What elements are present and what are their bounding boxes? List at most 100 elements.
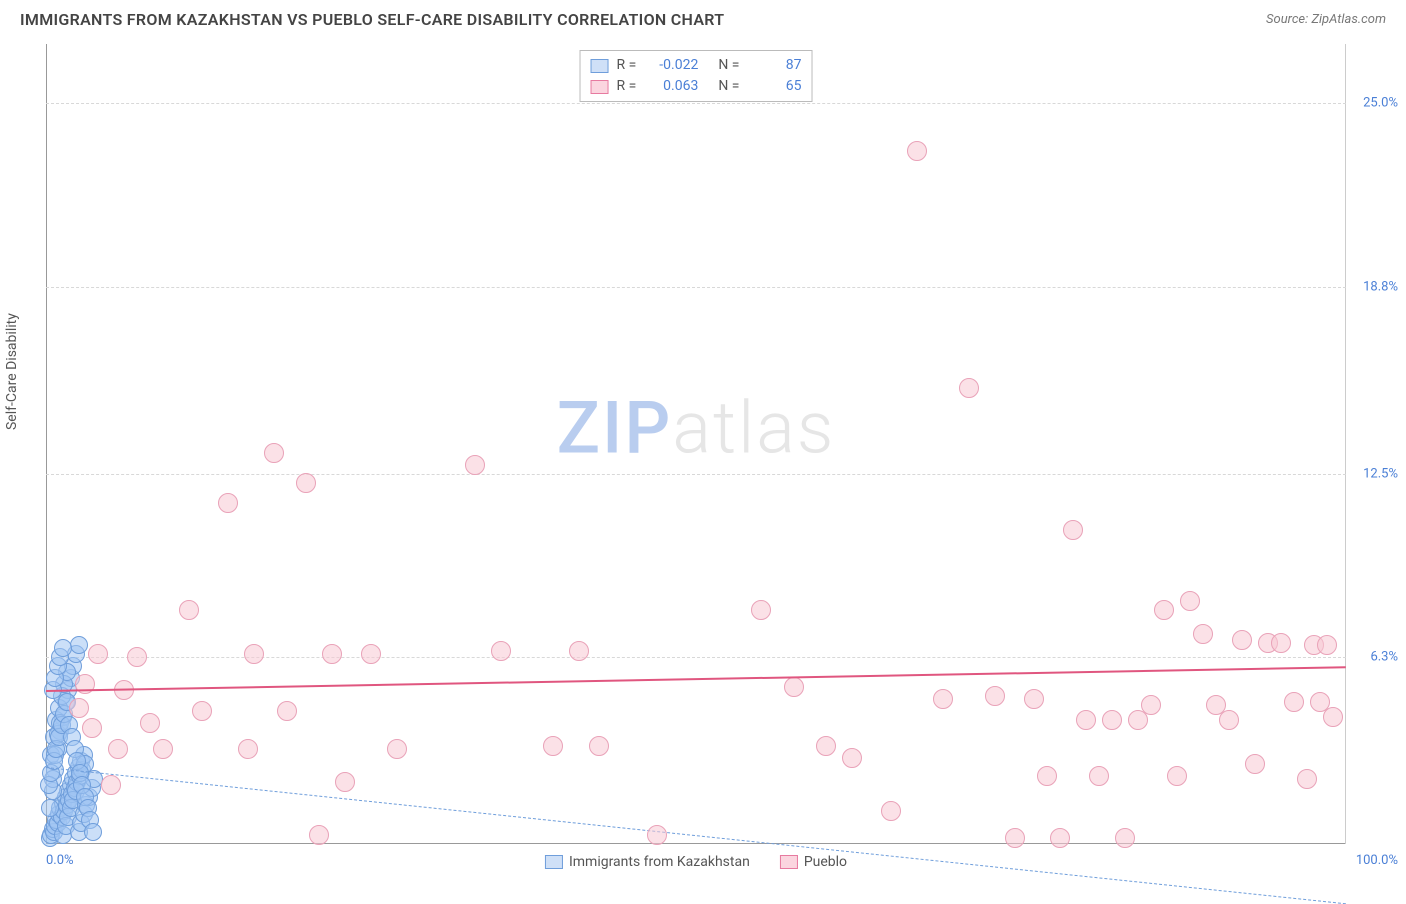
data-point [153, 739, 173, 759]
x-tick-label: 0.0% [46, 853, 74, 868]
data-point [543, 736, 563, 756]
r-label: R = [617, 76, 637, 97]
data-point [1193, 624, 1213, 644]
trend-line [46, 666, 1346, 692]
y-tick-label: 6.3% [1370, 650, 1398, 665]
data-point [569, 641, 589, 661]
data-point [1141, 695, 1161, 715]
grid-line [46, 474, 1346, 475]
data-point [1245, 754, 1265, 774]
data-point [1180, 591, 1200, 611]
legend-swatch [780, 855, 798, 869]
chart-title: IMMIGRANTS FROM KAZAKHSTAN VS PUEBLO SEL… [20, 10, 724, 29]
data-point [140, 713, 160, 733]
data-point [1102, 710, 1122, 730]
data-point [88, 644, 108, 664]
data-point [192, 701, 212, 721]
data-point [907, 141, 927, 161]
data-point [881, 801, 901, 821]
legend-stats: R = -0.022 N = 87 R = 0.063 N = 65 [580, 50, 813, 102]
n-label: N = [718, 76, 739, 97]
data-point [985, 686, 1005, 706]
data-point [108, 739, 128, 759]
data-point [1063, 520, 1083, 540]
r-label: R = [617, 55, 637, 76]
data-point [1284, 692, 1304, 712]
trend-line [46, 767, 1346, 904]
data-point [179, 600, 199, 620]
data-point [322, 644, 342, 664]
data-point [296, 473, 316, 493]
right-axis-line [1345, 44, 1346, 844]
data-point [1115, 828, 1135, 848]
data-point [309, 825, 329, 845]
data-point [491, 641, 511, 661]
n-value: 65 [747, 76, 801, 97]
data-point [335, 772, 355, 792]
legend-item: Pueblo [780, 854, 847, 870]
legend-item: Immigrants from Kazakhstan [545, 854, 750, 870]
data-point [244, 644, 264, 664]
data-point [1076, 710, 1096, 730]
data-point [82, 718, 102, 738]
data-point [751, 600, 771, 620]
x-tick-label: 100.0% [1356, 853, 1398, 868]
data-point [816, 736, 836, 756]
data-point [1037, 766, 1057, 786]
data-point [959, 378, 979, 398]
data-point [1167, 766, 1187, 786]
data-point [1024, 689, 1044, 709]
data-point [589, 736, 609, 756]
n-value: 87 [747, 55, 801, 76]
data-point [218, 493, 238, 513]
data-point [69, 698, 89, 718]
grid-line [46, 657, 1346, 658]
scatter-plot: ZIPatlas R =-0.022N =87R =0.063N =65 Imm… [46, 44, 1346, 844]
data-point [1323, 707, 1343, 727]
y-axis-line [46, 44, 47, 844]
grid-line [46, 103, 1346, 104]
data-point [1297, 769, 1317, 789]
data-point [1271, 633, 1291, 653]
r-value: 0.063 [644, 76, 698, 97]
data-point [361, 644, 381, 664]
data-point [1154, 600, 1174, 620]
source-attribution: Source: ZipAtlas.com [1266, 12, 1386, 27]
legend-label: Pueblo [804, 854, 847, 870]
legend-label: Immigrants from Kazakhstan [569, 854, 750, 870]
data-point [101, 775, 121, 795]
data-point [1317, 635, 1337, 655]
data-point [264, 443, 284, 463]
data-point [84, 823, 102, 841]
data-point [784, 677, 804, 697]
data-point [70, 636, 88, 654]
data-point [238, 739, 258, 759]
data-point [1232, 630, 1252, 650]
data-point [842, 748, 862, 768]
legend-series: Immigrants from Kazakhstan Pueblo [545, 854, 847, 870]
watermark: ZIPatlas [557, 386, 836, 471]
y-axis-label: Self-Care Disability [4, 313, 20, 430]
data-point [1089, 766, 1109, 786]
legend-stat-row: R = 0.063 N = 65 [591, 76, 802, 97]
data-point [127, 647, 147, 667]
data-point [647, 825, 667, 845]
grid-line [46, 287, 1346, 288]
data-point [933, 689, 953, 709]
data-point [1005, 828, 1025, 848]
data-point [387, 739, 407, 759]
y-tick-label: 25.0% [1363, 96, 1398, 111]
y-tick-label: 18.8% [1363, 279, 1398, 294]
legend-stat-row: R = -0.022 N = 87 [591, 55, 802, 76]
data-point [1219, 710, 1239, 730]
legend-swatch [591, 59, 609, 73]
n-label: N = [718, 55, 739, 76]
r-value: -0.022 [644, 55, 698, 76]
x-axis-line [46, 843, 1346, 844]
data-point [277, 701, 297, 721]
y-tick-label: 12.5% [1363, 466, 1398, 481]
legend-swatch [545, 855, 563, 869]
data-point [54, 639, 72, 657]
data-point [1050, 828, 1070, 848]
data-point [41, 799, 59, 817]
